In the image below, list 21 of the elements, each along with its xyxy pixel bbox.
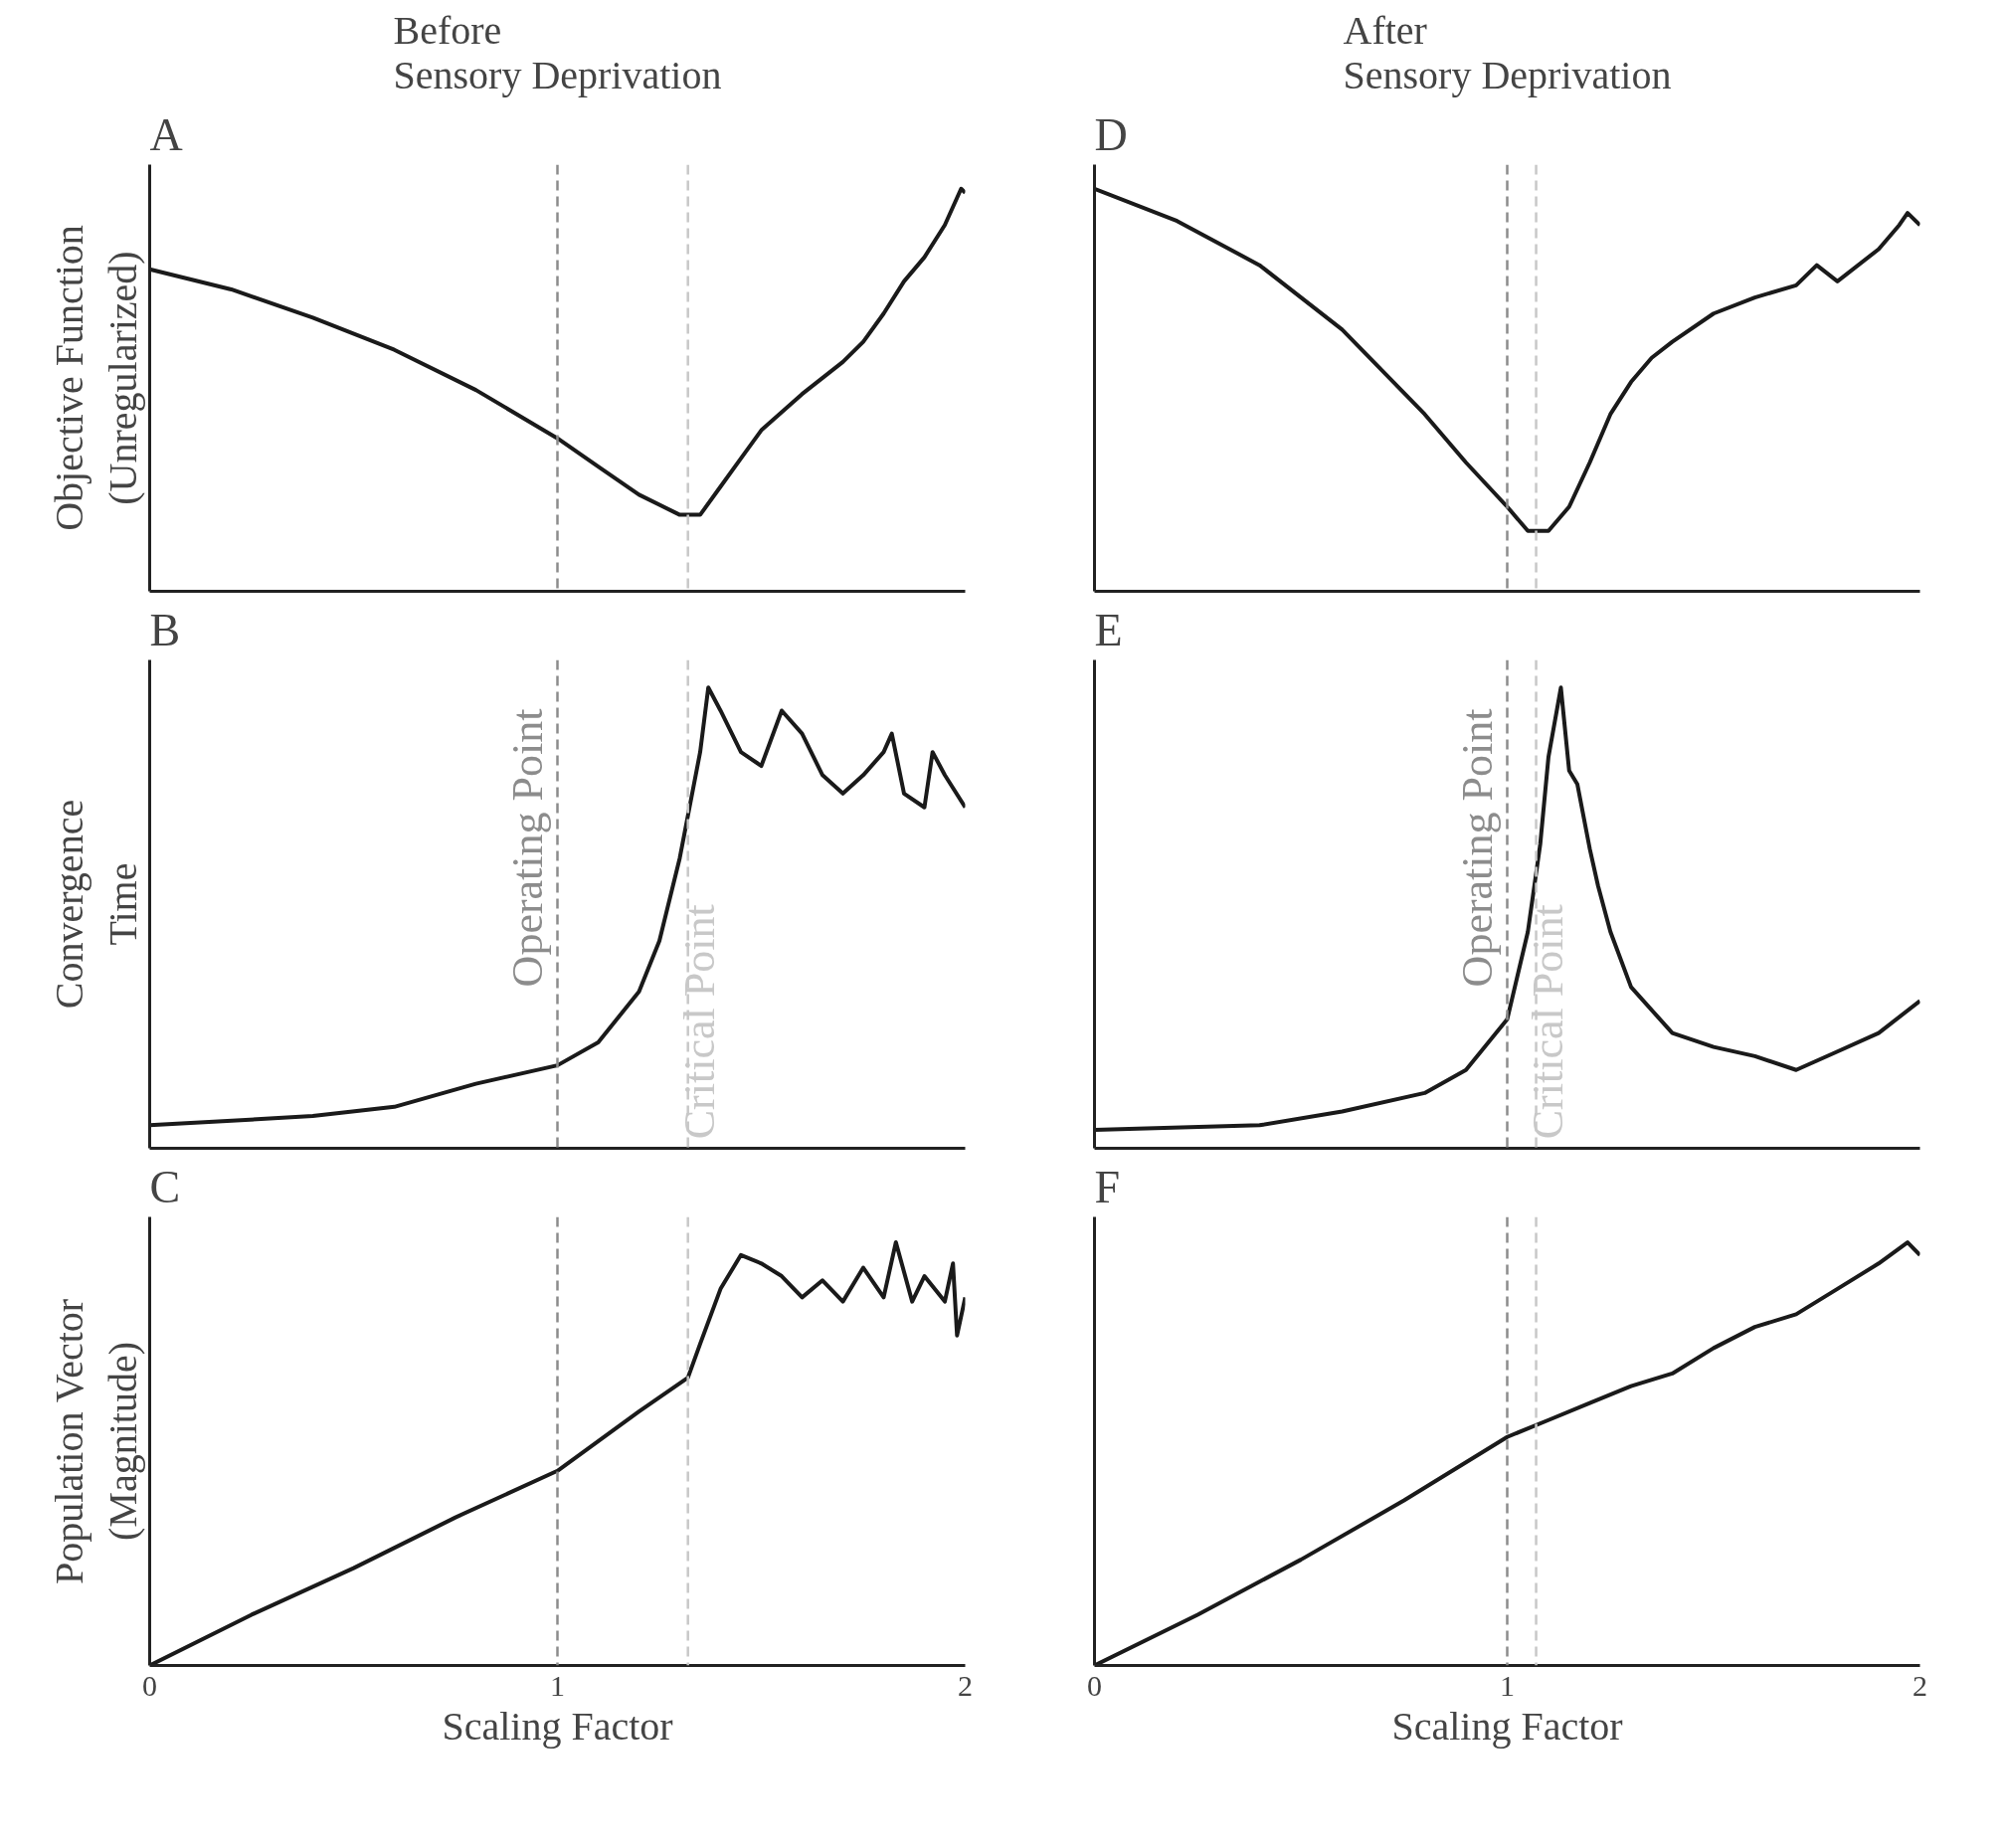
y-axis-title: Population Vector (Magnitude) <box>46 1298 145 1584</box>
x-tick-label: 2 <box>958 1668 973 1702</box>
text: A <box>149 108 183 160</box>
text: E <box>1094 604 1123 655</box>
y-axis-title: Objective Function (Unregularized) <box>46 225 145 531</box>
ref-line-label: Operating Point <box>502 708 552 988</box>
text: D <box>1094 108 1128 160</box>
x-tick-label: 0 <box>142 1668 157 1702</box>
x-tick-label: 2 <box>1913 1668 1927 1702</box>
x-tick-label: 1 <box>550 1668 565 1702</box>
chart-title: Before Sensory Deprivation <box>393 7 722 97</box>
x-axis-title: Scaling Factor <box>442 1703 673 1749</box>
text: C <box>149 1161 181 1212</box>
chart-title: After Sensory Deprivation <box>1343 7 1672 97</box>
ref-line-label: Operating Point <box>1452 708 1502 988</box>
x-axis-title: Scaling Factor <box>1391 1703 1623 1749</box>
x-tick-label: 0 <box>1087 1668 1102 1702</box>
x-tick-label: 1 <box>1500 1668 1515 1702</box>
text: F <box>1094 1161 1121 1212</box>
text: B <box>149 604 181 655</box>
y-axis-title: Convergence Time <box>46 799 145 1010</box>
